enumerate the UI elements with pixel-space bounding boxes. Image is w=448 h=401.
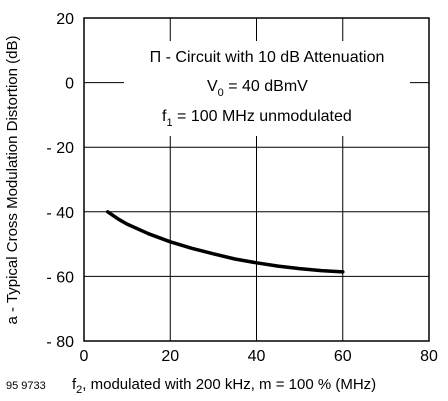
x-tick-label: 80 bbox=[420, 348, 438, 365]
y-tick-label: - 80 bbox=[46, 334, 74, 351]
annotation-background bbox=[124, 41, 410, 136]
x-axis-label-symbol: f bbox=[72, 376, 77, 393]
y-axis-label: a - Typical Cross Modulation Distortion … bbox=[4, 35, 21, 324]
x-axis-label: f2, modulated with 200 kHz, m = 100 % (M… bbox=[72, 376, 376, 396]
annotation-line-3: f1 = 100 MHz unmodulated bbox=[162, 108, 352, 129]
y-tick-label: - 20 bbox=[46, 140, 74, 157]
y-tick-label: 20 bbox=[56, 11, 74, 28]
x-axis-label-subscript: 2 bbox=[76, 384, 82, 396]
annotation-line-2-value: = 40 dBmV bbox=[224, 78, 308, 95]
y-tick-label: - 60 bbox=[46, 269, 74, 286]
annotation-line-1: Π - Circuit with 10 dB Attenuation bbox=[150, 49, 385, 66]
annotation-box: Π - Circuit with 10 dB Attenuation V0 = … bbox=[124, 41, 410, 136]
annotation-line-3-subscript: 1 bbox=[166, 117, 172, 129]
annotation-line-2: V0 = 40 dBmV bbox=[207, 78, 308, 99]
x-tick-label: 0 bbox=[80, 348, 89, 365]
plot-frame bbox=[83, 17, 430, 342]
x-axis-label-text: , modulated with 200 kHz, m = 100 % (MHz… bbox=[82, 376, 376, 393]
tick-labels: 0 20 40 60 80 20 0 - 20 - 40 - 60 - 80 bbox=[46, 11, 438, 365]
annotation-line-3-symbol: f bbox=[162, 108, 167, 125]
annotation-line-2-symbol: V bbox=[207, 78, 218, 95]
x-tick-label: 20 bbox=[161, 348, 179, 365]
y-tick-label: 0 bbox=[65, 76, 74, 93]
figure-code: 95 9733 bbox=[6, 380, 46, 392]
series-line bbox=[105, 210, 345, 274]
x-tick-label: 40 bbox=[248, 348, 266, 365]
annotation-line-2-subscript: 0 bbox=[218, 87, 224, 99]
y-tick-label: - 40 bbox=[46, 205, 74, 222]
x-tick-label: 60 bbox=[334, 348, 352, 365]
annotation-line-3-value: = 100 MHz unmodulated bbox=[173, 108, 352, 125]
